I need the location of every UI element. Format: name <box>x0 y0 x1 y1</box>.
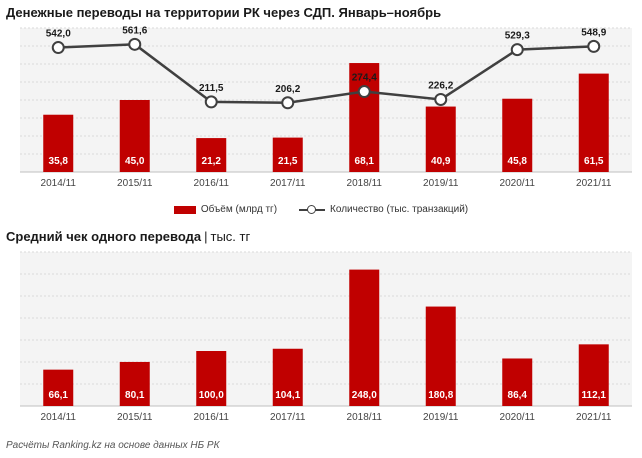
chart2-x-tick-label: 2014/11 <box>41 412 77 423</box>
chart1-bar-label: 45,0 <box>125 156 145 167</box>
chart1-bar <box>272 137 303 172</box>
legend-item-volume: Объём (млрд тг) <box>173 204 278 215</box>
chart1-bar <box>425 106 456 172</box>
chart2-plot-background <box>20 252 632 406</box>
chart1-bar-label: 40,9 <box>431 156 451 167</box>
chart2-bar-label: 86,4 <box>508 390 528 401</box>
chart2-bar <box>43 369 74 406</box>
chart2-bar-label: 80,1 <box>125 390 145 401</box>
legend-label-count: Количество (тыс. транзакций) <box>330 204 469 215</box>
chart2-bar <box>502 358 533 406</box>
chart1-line <box>58 43 594 105</box>
chart1-x-tick-label: 2014/11 <box>41 178 77 189</box>
chart2-x-tick-label: 2021/11 <box>576 412 612 423</box>
chart2-title-text: Средний чек одного перевода <box>6 229 202 244</box>
chart1-bar-label: 61,5 <box>584 156 604 167</box>
chart2-title-unit: тыс. тг <box>210 229 251 244</box>
chart1-bar <box>349 63 380 172</box>
chart1-bar <box>43 114 74 172</box>
chart2-bar <box>119 361 150 406</box>
chart1-x-tick-label: 2021/11 <box>576 178 612 189</box>
legend-label-volume: Объём (млрд тг) <box>200 204 278 215</box>
chart1-x-tick-label: 2020/11 <box>500 178 536 189</box>
chart1-bar <box>578 73 609 172</box>
chart1-line-label: 226,2 <box>428 80 453 91</box>
chart2-x-tick-label: 2020/11 <box>500 412 536 423</box>
chart1-title: Денежные переводы на территории РК через… <box>6 5 442 20</box>
chart1-x-tick-label: 2017/11 <box>270 178 306 189</box>
chart1-bar <box>196 138 227 172</box>
chart1-line-point <box>510 43 524 57</box>
chart2-bar-label: 66,1 <box>49 390 69 401</box>
chart1-line-label: 529,3 <box>505 31 530 42</box>
legend-line-swatch <box>299 204 326 215</box>
chart1-bar-label: 21,2 <box>202 156 222 167</box>
chart1-line-label: 211,5 <box>199 83 224 94</box>
chart1-line-label: 561,6 <box>122 25 147 36</box>
chart1-legend: Объём (млрд тг) Количество (тыс. транзак… <box>0 204 642 215</box>
chart1-line-label: 274,4 <box>352 73 377 84</box>
chart2-bar <box>425 306 456 406</box>
chart1-bar <box>119 100 150 172</box>
chart1-line-point <box>128 37 142 51</box>
chart1-x-tick-label: 2018/11 <box>347 178 383 189</box>
chart1-bar-label: 68,1 <box>355 156 375 167</box>
chart2-bar <box>272 348 303 406</box>
chart1-line-label: 548,9 <box>581 27 606 38</box>
chart2-x-tick-label: 2017/11 <box>270 412 306 423</box>
legend-item-count: Количество (тыс. транзакций) <box>299 204 468 215</box>
chart2-bar <box>578 344 609 406</box>
source-note: Расчёты Ranking.kz на основе данных НБ Р… <box>6 440 220 451</box>
chart2-bar-label: 180,8 <box>428 390 453 401</box>
chart1-line-point <box>51 41 65 55</box>
chart2-bar <box>349 269 380 406</box>
chart2-plot: 66,1 80,1 100,0 104,1 248,0 180,8 86,4 112,1 201… <box>20 251 632 423</box>
chart1-bar-label: 35,8 <box>49 156 69 167</box>
chart2-title: Средний чек одного перевода | тыс. тг <box>6 229 250 244</box>
chart1-line-point <box>434 92 448 106</box>
chart2-x-tick-label: 2018/11 <box>347 412 383 423</box>
chart1-line-point <box>204 95 218 109</box>
chart1-line-point <box>357 85 371 99</box>
chart1-line-point <box>281 96 295 110</box>
chart2-bar-label: 104,1 <box>275 390 300 401</box>
chart1-line-point <box>587 39 601 53</box>
chart1-bar-label: 21,5 <box>278 156 298 167</box>
chart2-bar-label: 112,1 <box>582 390 607 401</box>
chart1-bar-label: 45,8 <box>508 156 528 167</box>
chart2-x-tick-label: 2016/11 <box>194 412 230 423</box>
chart1-line-label: 206,2 <box>275 84 300 95</box>
chart1-bar <box>502 98 533 172</box>
chart2-x-tick-label: 2015/11 <box>117 412 153 423</box>
chart2-bar-label: 100,0 <box>199 390 224 401</box>
chart2-x-tick-label: 2019/11 <box>423 412 459 423</box>
chart1-x-tick-label: 2015/11 <box>117 178 153 189</box>
legend-bar-swatch <box>173 205 196 214</box>
chart2-bar-label: 248,0 <box>352 390 377 401</box>
chart1-x-tick-label: 2019/11 <box>423 178 459 189</box>
chart1-x-tick-label: 2016/11 <box>194 178 230 189</box>
chart1-line-label: 542,0 <box>46 29 71 40</box>
chart2-bar <box>196 351 227 406</box>
chart2-title-separator: | <box>204 229 208 244</box>
chart1-plot: 35,8 45,0 21,2 21,5 68,1 40,9 45,8 61,5 542,0 561… <box>20 25 632 189</box>
